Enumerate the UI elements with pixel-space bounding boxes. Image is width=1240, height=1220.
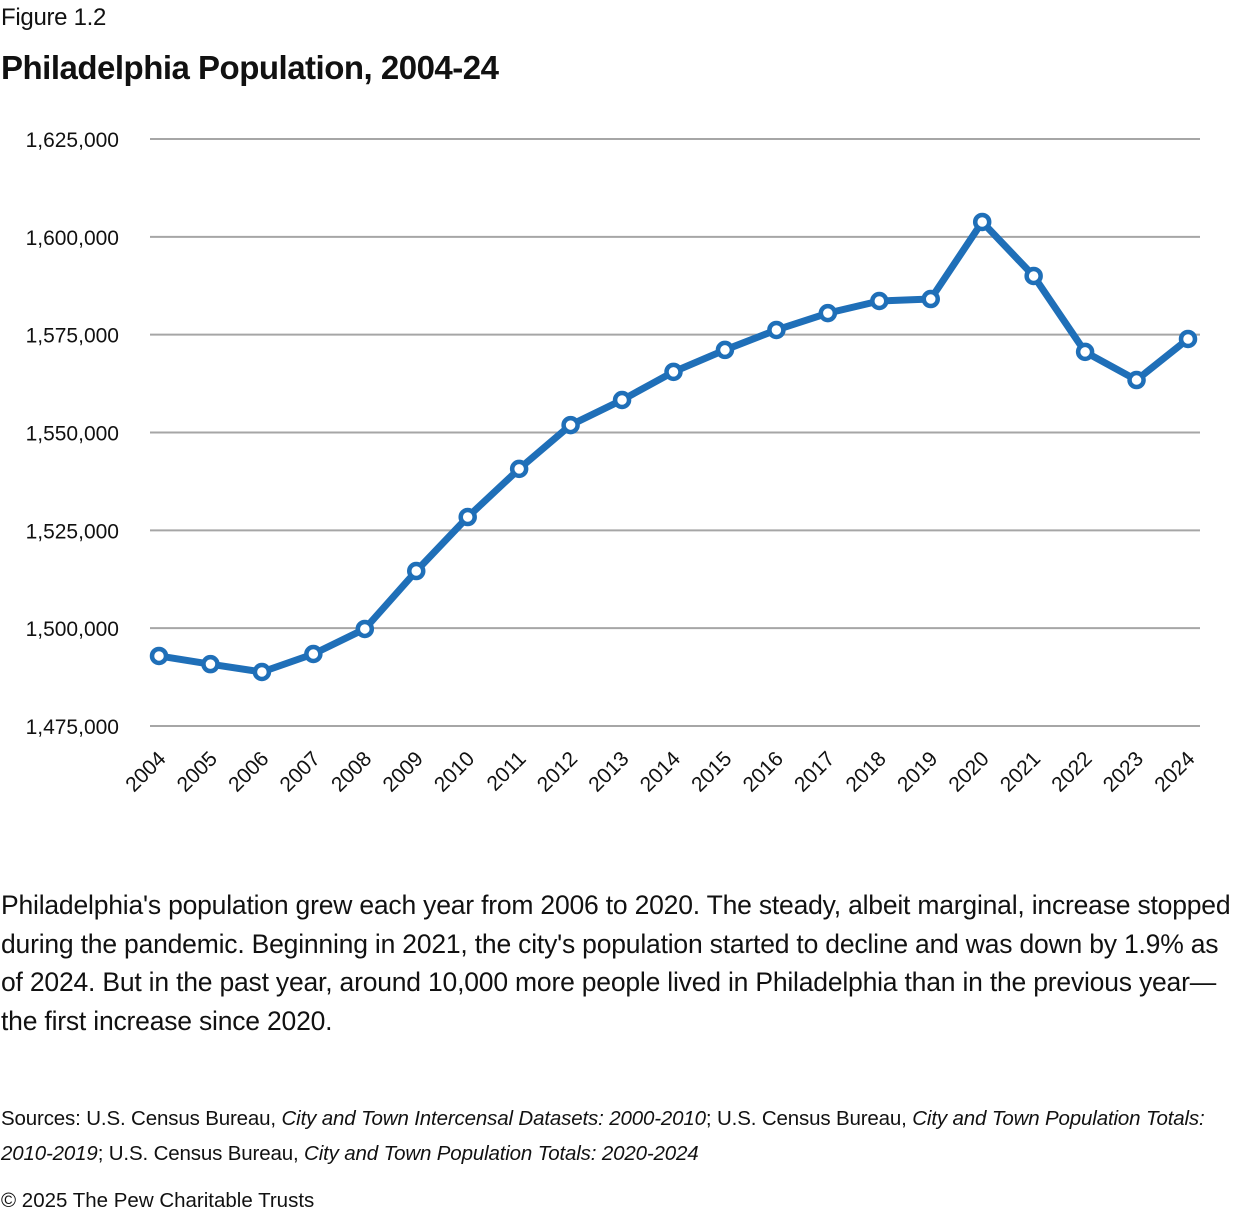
series-population [149,212,1198,682]
x-tick-label: 2014 [636,747,686,797]
data-point [407,561,426,581]
series-line [155,218,1192,676]
sources-separator-1: ; U.S. Census Bureau, [705,1107,913,1130]
y-tick-label: 1,600,000 [26,227,119,250]
data-point [921,289,940,309]
x-tick-label: 2004 [121,747,171,797]
sources-note: Sources: U.S. Census Bureau, City and To… [1,1101,1239,1171]
data-point [355,619,375,639]
data-point [252,662,272,682]
y-tick-label: 1,525,000 [26,520,119,543]
x-tick-label: 2015 [687,747,736,796]
x-tick-label: 2023 [1099,747,1148,796]
x-tick-label: 2008 [327,747,376,796]
x-tick-label: 2005 [173,747,222,796]
chart-caption: Philadelphia's population grew each year… [1,890,1238,1036]
data-point [561,415,580,435]
sources-separator-2: ; U.S. Census Bureau, [97,1142,305,1165]
data-point [767,320,786,340]
y-tick-label: 1,475,000 [26,716,119,739]
x-tick-label: 2011 [482,747,530,795]
data-point [1178,329,1198,349]
y-tick-label: 1,625,000 [26,129,119,152]
data-point [149,646,169,666]
sources-prefix: Sources: U.S. Census Bureau, [1,1107,282,1130]
x-tick-label: 2006 [224,747,273,796]
data-point [1127,370,1146,390]
x-tick-label: 2024 [1150,747,1200,797]
data-point [1024,266,1043,286]
x-tick-label: 2013 [584,747,633,796]
x-tick-label: 2016 [739,747,788,796]
data-point [1075,342,1095,362]
data-point [664,362,683,382]
y-tick-label: 1,575,000 [26,325,119,348]
data-point [612,390,632,410]
chart-title: Philadelphia Population, 2004-24 [1,49,499,86]
data-point [818,303,838,323]
data-point [509,459,529,479]
data-point [304,644,323,664]
y-axis-ticks: 1,475,000 1,500,000 1,525,000 1,550,000 1,57… [26,129,119,739]
x-tick-label: 2019 [893,747,942,796]
x-tick-label: 2009 [378,747,427,796]
data-point [201,654,220,674]
gridlines [150,138,1200,727]
source-title-3: City and Town Population Totals: 2020-20… [304,1142,699,1165]
x-tick-label: 2020 [944,747,993,796]
source-title-1: City and Town Intercensal Datasets: 2000… [281,1107,707,1130]
x-tick-label: 2017 [790,747,839,796]
x-tick-label: 2010 [430,747,479,796]
x-tick-label: 2021 [996,747,1045,796]
x-tick-label: 2012 [533,747,582,796]
x-axis-ticks: 2004 2005 2006 2007 2008 2009 2010 2011 2012 2013… [121,747,1200,797]
y-tick-label: 1,550,000 [26,423,119,446]
data-point [870,291,889,311]
x-tick-label: 2018 [842,747,891,796]
x-tick-label: 2007 [276,747,325,796]
line-chart: 1,475,000 1,500,000 1,525,000 1,550,000 1,57… [26,129,1200,797]
data-point [458,507,477,527]
source-title-2: City and Town Population Totals: 2010-20… [1,1107,1205,1165]
copyright-notice: © 2025 The Pew Charitable Trusts [1,1189,315,1212]
x-tick-label: 2022 [1047,747,1096,796]
data-point [972,212,992,232]
y-tick-label: 1,500,000 [26,618,119,641]
data-point [715,340,735,360]
figure-label: Figure 1.2 [1,4,107,31]
